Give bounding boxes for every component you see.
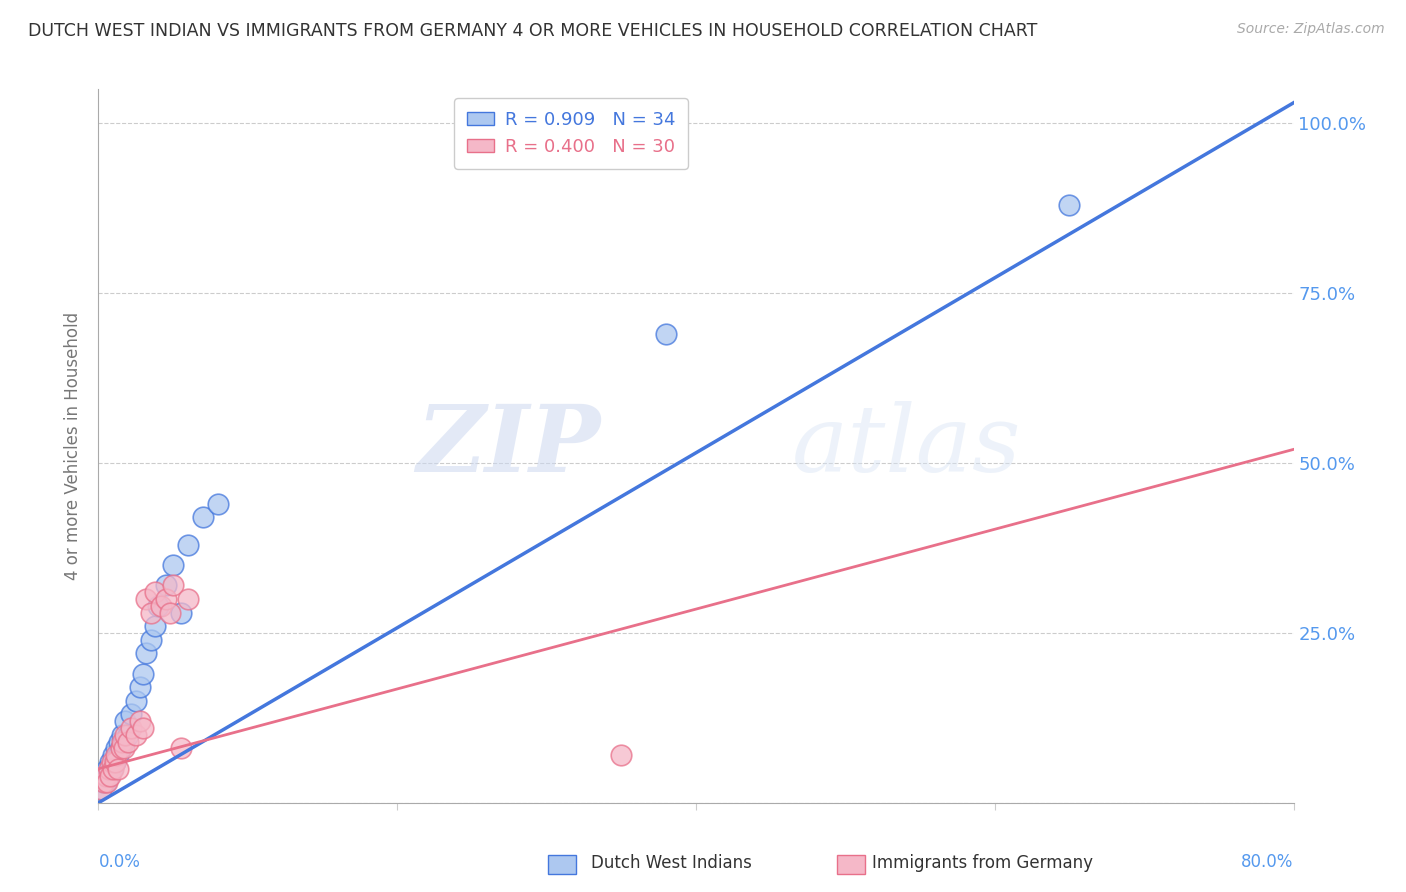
- Point: [177, 591, 200, 606]
- Point: [103, 748, 125, 763]
- Point: [114, 714, 136, 729]
- Point: [100, 755, 122, 769]
- Point: [155, 591, 177, 606]
- Point: [159, 606, 181, 620]
- Point: [114, 728, 136, 742]
- Point: [117, 734, 139, 748]
- Point: [143, 619, 166, 633]
- Point: [90, 782, 112, 797]
- Point: [105, 741, 128, 756]
- Point: [143, 585, 166, 599]
- Text: ZIP: ZIP: [416, 401, 600, 491]
- Text: 80.0%: 80.0%: [1241, 853, 1294, 871]
- Point: [111, 728, 134, 742]
- Point: [97, 762, 120, 776]
- Point: [135, 591, 157, 606]
- Text: atlas: atlas: [792, 401, 1021, 491]
- Point: [94, 775, 117, 789]
- Point: [101, 755, 124, 769]
- Point: [139, 632, 162, 647]
- Point: [112, 734, 135, 748]
- Point: [139, 606, 162, 620]
- Point: [111, 734, 134, 748]
- Point: [120, 721, 142, 735]
- Point: [191, 510, 214, 524]
- Legend: R = 0.909   N = 34, R = 0.400   N = 30: R = 0.909 N = 34, R = 0.400 N = 30: [454, 98, 688, 169]
- Point: [103, 762, 125, 776]
- Point: [93, 775, 115, 789]
- Point: [110, 741, 132, 756]
- Point: [100, 769, 122, 783]
- Point: [148, 599, 170, 613]
- Point: [107, 762, 129, 776]
- Point: [125, 728, 148, 742]
- Point: [105, 748, 128, 763]
- Point: [112, 741, 135, 756]
- Point: [117, 728, 139, 742]
- Point: [155, 578, 177, 592]
- Point: [1059, 198, 1081, 212]
- Point: [107, 748, 129, 763]
- Text: 0.0%: 0.0%: [98, 853, 141, 871]
- Point: [101, 762, 124, 776]
- Point: [207, 497, 229, 511]
- Point: [108, 734, 131, 748]
- Point: [93, 769, 115, 783]
- Point: [655, 326, 678, 341]
- Point: [150, 599, 173, 613]
- Text: DUTCH WEST INDIAN VS IMMIGRANTS FROM GERMANY 4 OR MORE VEHICLES IN HOUSEHOLD COR: DUTCH WEST INDIAN VS IMMIGRANTS FROM GER…: [28, 22, 1038, 40]
- Text: Dutch West Indians: Dutch West Indians: [591, 855, 751, 872]
- Point: [129, 680, 152, 694]
- Point: [162, 558, 184, 572]
- Point: [135, 646, 157, 660]
- Y-axis label: 4 or more Vehicles in Household: 4 or more Vehicles in Household: [65, 312, 83, 580]
- Point: [177, 537, 200, 551]
- Point: [96, 775, 118, 789]
- Point: [610, 748, 633, 763]
- Point: [97, 769, 120, 783]
- Point: [90, 782, 112, 797]
- Point: [132, 666, 155, 681]
- Point: [110, 741, 132, 756]
- Point: [104, 755, 127, 769]
- Point: [129, 714, 152, 729]
- Point: [91, 775, 114, 789]
- Text: Immigrants from Germany: Immigrants from Germany: [872, 855, 1092, 872]
- Point: [120, 707, 142, 722]
- Point: [125, 694, 148, 708]
- Point: [104, 755, 127, 769]
- Text: Source: ZipAtlas.com: Source: ZipAtlas.com: [1237, 22, 1385, 37]
- Point: [94, 769, 117, 783]
- Point: [169, 741, 191, 756]
- Point: [96, 762, 118, 776]
- Point: [162, 578, 184, 592]
- Point: [169, 606, 191, 620]
- Point: [132, 721, 155, 735]
